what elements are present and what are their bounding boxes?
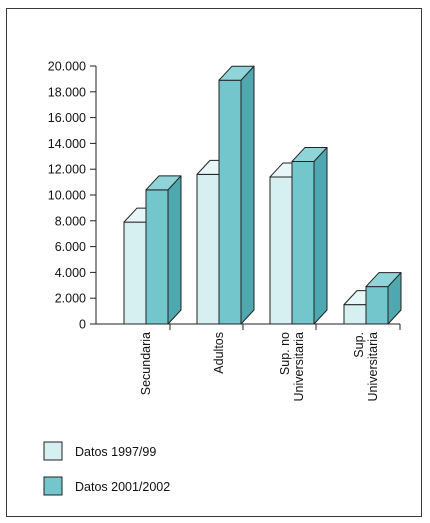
y-tick-label: 18.000 xyxy=(48,85,86,99)
y-tick-label: 12.000 xyxy=(48,163,86,177)
category-label: Sup.Universitaria xyxy=(352,332,380,402)
y-tick-label: 0 xyxy=(79,318,86,332)
y-tick-label: 20.000 xyxy=(48,60,86,74)
category-label-line: Adultos xyxy=(212,332,226,374)
category-label: Secundaria xyxy=(139,332,153,395)
bar-front xyxy=(123,221,147,325)
axis-layer: 0 2.000 4.000 6.000 8.000 10.000 12.000 14.000 1… xyxy=(48,60,401,332)
legend: Datos 1997/99 Datos 2001/2002 xyxy=(43,441,170,496)
category-label-line: Secundaria xyxy=(139,332,153,395)
category-label-line: Sup. no xyxy=(278,332,292,375)
y-tick-label: 4.000 xyxy=(55,266,86,280)
bar-top xyxy=(145,175,182,191)
legend-label: Datos 1997/99 xyxy=(75,445,156,459)
y-tick-label: 14.000 xyxy=(48,137,86,151)
y-tick-label: 2.000 xyxy=(55,292,86,306)
bars-layer xyxy=(123,65,402,325)
legend-label: Datos 2001/2002 xyxy=(75,480,170,494)
category-label-line: Sup. xyxy=(352,332,366,358)
category-label: Sup. noUniversitaria xyxy=(278,332,306,402)
chart-frame xyxy=(6,8,422,517)
category-label: Adultos xyxy=(212,332,226,374)
bar-front xyxy=(145,189,169,325)
bar-3-series-2 xyxy=(291,146,328,325)
bar-front xyxy=(343,304,367,325)
bar-side xyxy=(240,65,255,325)
bar-top xyxy=(218,65,255,81)
y-tick-label: 6.000 xyxy=(55,240,86,254)
y-tick-label: 16.000 xyxy=(48,111,86,125)
legend-swatch xyxy=(43,476,63,496)
bar-top xyxy=(291,146,328,162)
bar-front xyxy=(196,173,220,325)
bar-front xyxy=(269,176,293,325)
bar-front xyxy=(291,160,315,325)
bar-side xyxy=(313,146,328,325)
legend-swatch xyxy=(43,441,63,461)
category-label-line: Universitaria xyxy=(292,332,306,402)
y-tick-label: 8.000 xyxy=(55,214,86,228)
bar-front xyxy=(218,79,242,325)
category-label-line: Universitaria xyxy=(366,332,380,402)
bar-side xyxy=(167,175,182,325)
y-tick-label: 10.000 xyxy=(48,189,86,203)
bar-4-series-2 xyxy=(365,272,402,325)
labels-layer: Secundaria Adultos Sup. noUniversitaria Sup… xyxy=(139,332,380,402)
bar-top xyxy=(365,272,402,288)
bar-front xyxy=(365,286,389,325)
bar-2-series-2 xyxy=(218,65,255,325)
bar-1-series-2 xyxy=(145,175,182,325)
